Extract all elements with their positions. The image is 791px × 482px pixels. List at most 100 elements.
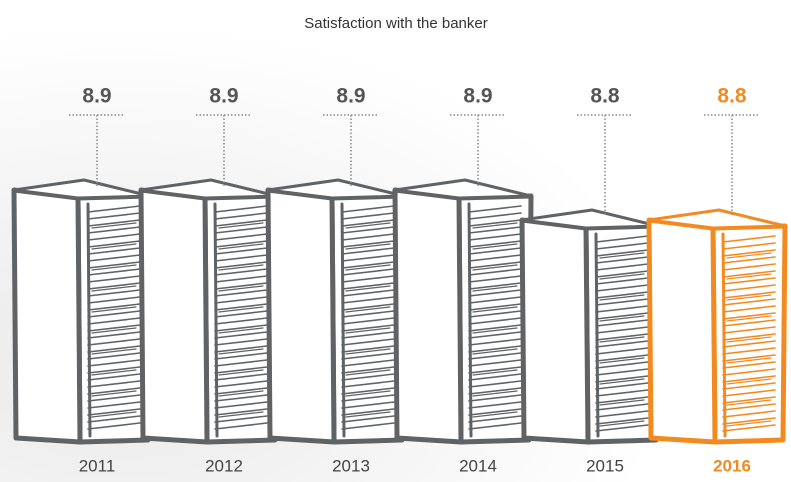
hatch [345, 369, 391, 376]
hatch [345, 306, 391, 313]
hatch [595, 340, 649, 348]
hatch [214, 345, 268, 353]
hatch [91, 285, 137, 292]
x-tick-label: 2012 [205, 456, 243, 475]
hatch [87, 268, 141, 276]
hatch [218, 369, 264, 376]
value-label: 8.9 [336, 85, 365, 108]
hatch [599, 315, 645, 322]
hatch [345, 411, 391, 418]
hatch [87, 324, 141, 332]
hatch [87, 296, 141, 304]
hatch [214, 310, 268, 318]
hatch [341, 387, 395, 395]
hatch [91, 348, 137, 355]
hatch [468, 324, 522, 332]
hatch [722, 291, 776, 299]
hatch [468, 289, 522, 297]
hatch [341, 359, 395, 367]
hatch [595, 284, 649, 292]
hatch [341, 408, 395, 416]
hatch [214, 366, 268, 374]
hatch [91, 222, 137, 229]
hatch [472, 369, 518, 376]
hatch [468, 359, 522, 367]
hatch [726, 399, 772, 406]
hatch [468, 226, 522, 234]
x-tick-label: 2015 [586, 456, 624, 475]
hatch [726, 378, 772, 385]
hatch [472, 243, 518, 250]
hatch [87, 219, 141, 227]
hatch [595, 249, 649, 257]
hatch [341, 401, 395, 409]
hatch [468, 352, 522, 360]
hatch [595, 417, 649, 425]
hatch [722, 403, 776, 411]
hatch [468, 247, 522, 255]
hatch [214, 331, 268, 339]
hatch [214, 352, 268, 360]
bar-edge [340, 202, 346, 438]
hatch [468, 366, 522, 374]
hatch [214, 380, 268, 388]
hatch [87, 275, 141, 283]
hatch [472, 327, 518, 334]
bar-front [646, 217, 718, 445]
hatch [87, 401, 141, 409]
bar [138, 178, 280, 445]
hatch [87, 226, 141, 234]
hatch [214, 233, 268, 241]
hatch [595, 242, 649, 250]
hatch [214, 275, 268, 283]
hatch [472, 222, 518, 229]
hatch [214, 401, 268, 409]
hatch [214, 415, 268, 423]
hatch [722, 326, 776, 334]
hatch [341, 233, 395, 241]
value-label: 8.8 [717, 85, 747, 108]
hatch [341, 219, 395, 227]
hatch [87, 331, 141, 339]
hatch [595, 382, 649, 390]
hatch [595, 298, 649, 306]
hatch [468, 380, 522, 388]
hatch [599, 357, 645, 364]
hatch [341, 226, 395, 234]
hatch [345, 390, 391, 397]
hatch [87, 352, 141, 360]
x-tick-label: 2011 [79, 456, 116, 475]
hatch [87, 247, 141, 255]
hatch [345, 264, 391, 271]
hatch [214, 324, 268, 332]
bar-front [519, 217, 591, 445]
hatch [722, 277, 776, 285]
hatch [468, 261, 522, 269]
hatch [595, 319, 649, 327]
hatch [214, 226, 268, 234]
hatch [468, 254, 522, 262]
hatch [722, 417, 776, 425]
hatch [91, 390, 137, 397]
hatch [341, 289, 395, 297]
hatch [214, 212, 268, 220]
hatch [341, 247, 395, 255]
bar [392, 178, 534, 445]
bar-front [392, 187, 464, 445]
hatch [341, 205, 395, 213]
hatch [341, 296, 395, 304]
hatch [599, 378, 645, 385]
hatch [726, 357, 772, 364]
hatch [468, 331, 522, 339]
bar-edge [467, 202, 473, 438]
hatch [87, 261, 141, 269]
hatch [341, 338, 395, 346]
hatch [468, 296, 522, 304]
hatch [722, 389, 776, 397]
x-tick-label: 2016 [713, 456, 751, 475]
hatch [468, 422, 522, 430]
hatch [722, 242, 776, 250]
hatch [87, 303, 141, 311]
hatch [722, 347, 776, 355]
